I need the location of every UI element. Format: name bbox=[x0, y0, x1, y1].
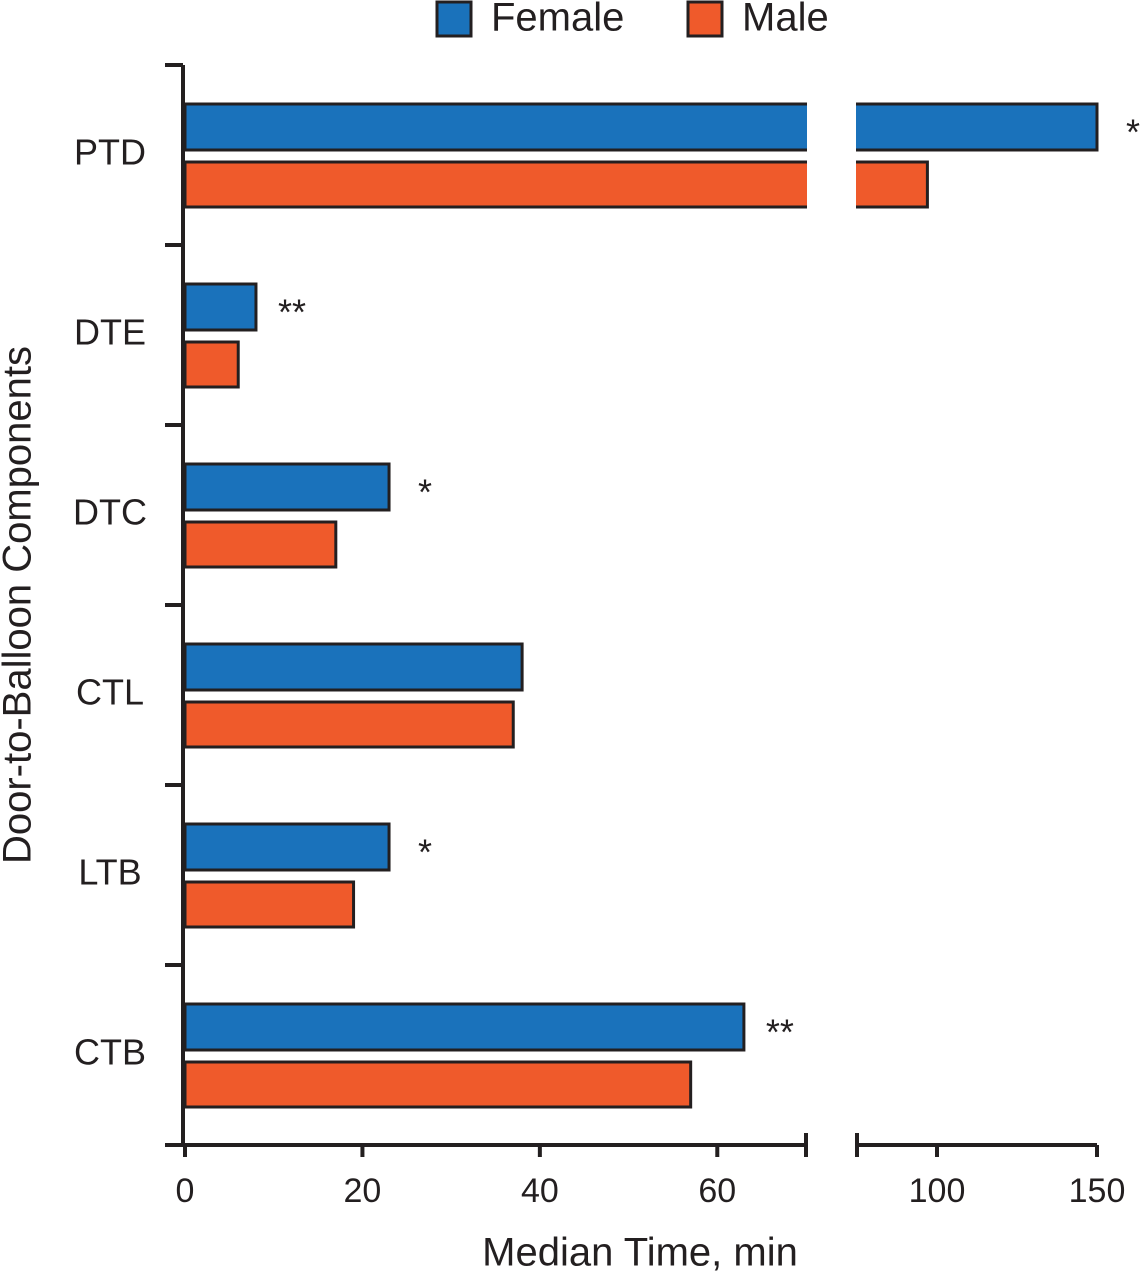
bar bbox=[183, 880, 356, 929]
significance-marker: ** bbox=[278, 292, 306, 333]
significance-marker: ** bbox=[766, 1012, 794, 1053]
y-tick-label: CTB bbox=[74, 1032, 146, 1073]
bar bbox=[183, 102, 1099, 152]
axis-break-gap bbox=[807, 159, 856, 210]
bar bbox=[183, 1002, 746, 1052]
bar bbox=[183, 282, 258, 332]
y-tick-label: LTB bbox=[78, 852, 141, 893]
bar bbox=[183, 700, 515, 749]
x-axis-title: Median Time, min bbox=[482, 1231, 798, 1275]
significance-marker: * bbox=[1126, 112, 1140, 153]
x-tick-label: 100 bbox=[909, 1172, 966, 1210]
legend-swatch bbox=[435, 0, 473, 38]
legend-label: Female bbox=[491, 0, 624, 40]
x-tick-label: 0 bbox=[176, 1172, 195, 1210]
y-tick-label: DTE bbox=[74, 312, 146, 353]
bar bbox=[183, 160, 929, 209]
bar bbox=[183, 642, 524, 692]
y-tick-label: CTL bbox=[76, 672, 144, 713]
y-tick-label: PTD bbox=[74, 132, 146, 173]
x-tick-label: 20 bbox=[344, 1172, 382, 1210]
bar bbox=[183, 822, 391, 872]
y-axis-title: Door-to-Balloon Components bbox=[0, 346, 40, 864]
legend-label: Male bbox=[742, 0, 829, 40]
bar bbox=[183, 1060, 693, 1109]
significance-marker: * bbox=[418, 832, 432, 873]
x-tick-label: 150 bbox=[1069, 1172, 1126, 1210]
bar bbox=[183, 520, 338, 569]
bar bbox=[183, 340, 240, 389]
x-tick-label: 60 bbox=[698, 1172, 736, 1210]
bar bbox=[183, 462, 391, 512]
y-tick-label: DTC bbox=[73, 492, 147, 533]
significance-marker: * bbox=[418, 472, 432, 513]
x-tick-label: 40 bbox=[521, 1172, 559, 1210]
legend-swatch bbox=[686, 0, 724, 38]
axis-break-gap bbox=[807, 101, 856, 153]
